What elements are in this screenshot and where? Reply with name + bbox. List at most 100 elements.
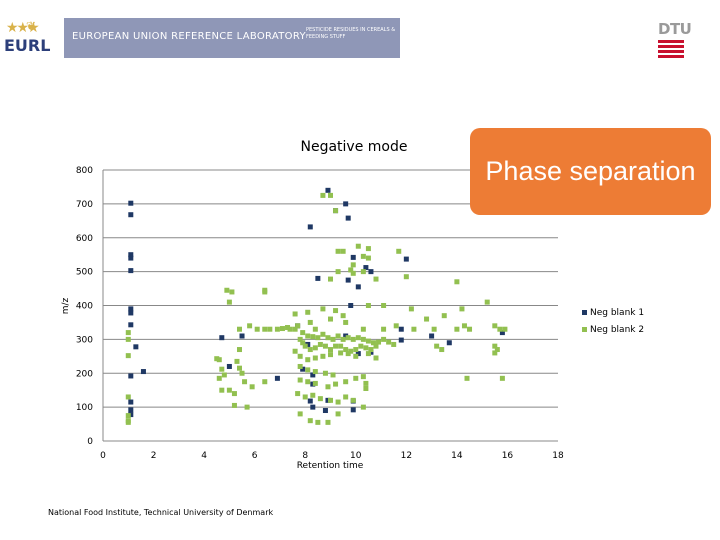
neg-blank-2-point xyxy=(368,347,374,353)
neg-blank-1-point xyxy=(368,349,374,355)
neg-blank-1-point xyxy=(128,322,134,328)
y-tick-label: 100 xyxy=(76,403,93,413)
neg-blank-2-point xyxy=(335,333,341,339)
neg-blank-2-point xyxy=(335,248,341,254)
chart-title: Negative mode xyxy=(301,139,408,155)
neg-blank-2-point xyxy=(229,289,235,295)
neg-blank-2-point xyxy=(381,336,387,342)
neg-blank-2-point xyxy=(312,369,318,375)
dtu-logo: DTU xyxy=(658,20,692,60)
neg-blank-2-point xyxy=(373,355,379,361)
neg-blank-2-point xyxy=(219,387,225,393)
neg-blank-2-point xyxy=(330,372,336,378)
neg-blank-2-point xyxy=(353,347,359,353)
y-tick-label: 800 xyxy=(76,166,93,176)
neg-blank-2-point xyxy=(494,347,500,353)
x-tick-label: 0 xyxy=(100,451,106,461)
data-points xyxy=(125,187,508,425)
legend: Neg blank 1 Neg blank 2 xyxy=(582,308,644,335)
neg-blank-2-point xyxy=(320,353,326,359)
neg-blank-2-point xyxy=(403,274,409,280)
neg-blank-2-point xyxy=(333,308,339,314)
neg-blank-1-point xyxy=(322,408,328,414)
callout-text: Phase separation xyxy=(485,156,696,186)
neg-blank-2-point xyxy=(340,313,346,319)
neg-blank-2-point xyxy=(305,367,311,373)
neg-blank-2-point xyxy=(333,343,339,349)
neg-blank-1-point xyxy=(325,397,331,403)
neg-blank-2-point xyxy=(328,316,333,322)
neg-blank-2-point xyxy=(328,347,333,353)
neg-blank-1-point xyxy=(128,212,134,218)
y-tick-label: 500 xyxy=(76,268,93,278)
neg-blank-2-point xyxy=(340,248,346,254)
neg-blank-2-point xyxy=(237,326,242,332)
neg-blank-2-point xyxy=(297,363,303,369)
neg-blank-2-point xyxy=(373,276,379,282)
eurl-logo: ★★★ ❦ EURL xyxy=(0,18,64,58)
legend-label: Neg blank 1 xyxy=(590,308,644,318)
header-banner: ★★★ ❦ EURL EUROPEAN UNION REFERENCE LABO… xyxy=(0,18,400,58)
neg-blank-2-point xyxy=(224,287,230,293)
neg-blank-2-point xyxy=(279,326,285,332)
neg-blank-1-point xyxy=(310,404,316,410)
neg-blank-2-point xyxy=(360,253,366,259)
neg-blank-2-point xyxy=(322,343,328,349)
neg-blank-2-point xyxy=(297,377,303,383)
neg-blank-1-point xyxy=(355,351,361,357)
phase-separation-callout: Phase separation xyxy=(470,128,711,215)
neg-blank-2-point xyxy=(350,262,356,268)
neg-blank-2-point xyxy=(365,255,371,261)
neg-blank-2-point xyxy=(411,326,417,332)
neg-blank-2-point xyxy=(386,339,392,345)
y-tick-label: 700 xyxy=(76,200,93,210)
legend-label: Neg blank 2 xyxy=(590,325,644,335)
y-tick-label: 600 xyxy=(76,234,93,244)
neg-blank-1-point xyxy=(128,200,134,206)
neg-blank-2-point xyxy=(467,326,473,332)
neg-blank-2-point xyxy=(355,335,361,341)
x-tick-label: 6 xyxy=(252,451,258,461)
neg-blank-2-point xyxy=(302,343,308,349)
neg-blank-1-point xyxy=(355,284,361,290)
neg-blank-1-point xyxy=(128,306,134,312)
neg-blank-1-point xyxy=(239,333,245,339)
neg-blank-1-point xyxy=(348,303,354,308)
neg-blank-2-point xyxy=(214,356,220,362)
neg-blank-2-point xyxy=(360,326,366,332)
neg-blank-1-point xyxy=(307,398,313,404)
y-tick-label: 400 xyxy=(76,302,93,312)
neg-blank-2-point xyxy=(328,352,333,358)
neg-blank-2-point xyxy=(295,391,301,397)
neg-blank-2-point xyxy=(502,326,508,332)
neg-blank-2-point xyxy=(216,375,222,381)
neg-blank-2-point xyxy=(338,350,344,356)
neg-blank-1-point xyxy=(446,340,452,346)
neg-blank-1-point xyxy=(128,407,134,413)
neg-blank-1-point xyxy=(307,224,313,230)
x-tick-label: 8 xyxy=(302,451,308,461)
x-tick-label: 18 xyxy=(552,451,564,461)
neg-blank-2-point xyxy=(350,270,356,276)
neg-blank-2-point xyxy=(381,303,387,308)
neg-blank-2-point xyxy=(353,375,359,381)
neg-blank-2-point xyxy=(343,319,349,325)
neg-blank-2-point xyxy=(292,311,298,317)
neg-blank-2-point xyxy=(350,336,356,342)
neg-blank-2-point xyxy=(302,394,308,400)
neg-blank-2-point xyxy=(355,243,361,249)
neg-blank-2-point xyxy=(221,372,227,378)
neg-blank-2-point xyxy=(125,418,131,424)
neg-blank-2-point xyxy=(125,413,131,419)
neg-blank-2-point xyxy=(312,380,318,386)
neg-blank-1-point xyxy=(398,337,404,343)
neg-blank-2-point xyxy=(300,340,306,346)
neg-blank-2-point xyxy=(328,397,333,403)
neg-blank-2-point xyxy=(360,336,366,342)
neg-blank-1-point xyxy=(128,399,134,405)
neg-blank-2-point xyxy=(461,323,467,329)
neg-blank-2-point xyxy=(254,326,260,332)
neg-blank-1-point xyxy=(128,252,134,258)
neg-blank-2-point xyxy=(312,345,318,351)
neg-blank-2-point xyxy=(325,335,331,341)
